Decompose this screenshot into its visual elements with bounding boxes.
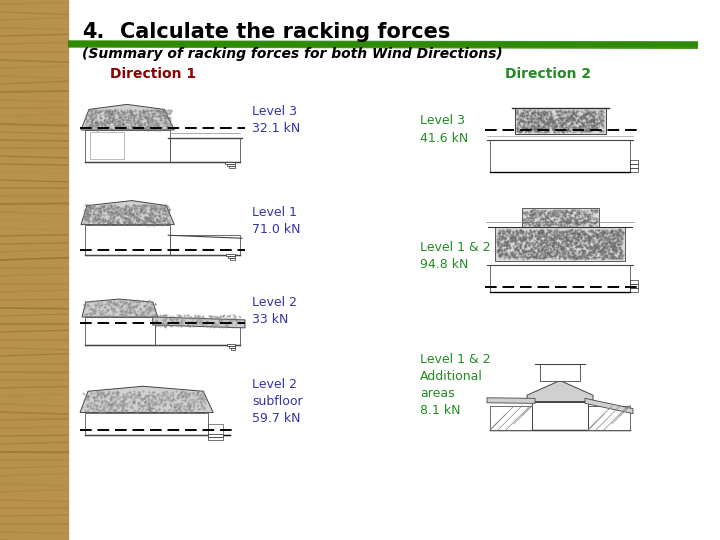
Bar xyxy=(495,227,625,261)
Bar xyxy=(588,406,630,430)
Bar xyxy=(630,164,638,168)
Polygon shape xyxy=(585,399,633,414)
Polygon shape xyxy=(81,104,174,130)
Text: Level 3
32.1 kN: Level 3 32.1 kN xyxy=(252,105,300,136)
Bar xyxy=(155,322,240,345)
Bar xyxy=(208,434,222,437)
Bar xyxy=(541,364,580,381)
Bar xyxy=(532,402,588,430)
Bar xyxy=(90,132,124,159)
Bar xyxy=(208,424,222,435)
Bar xyxy=(515,108,606,134)
Text: Level 2
subfloor
59.7 kN: Level 2 subfloor 59.7 kN xyxy=(252,378,302,425)
Polygon shape xyxy=(82,299,158,317)
Bar xyxy=(85,317,155,345)
Bar xyxy=(630,160,638,164)
Bar xyxy=(85,225,170,255)
Bar xyxy=(227,344,235,346)
Bar xyxy=(227,164,235,166)
Bar xyxy=(231,348,235,350)
Bar xyxy=(0,0,68,540)
Text: Level 1
71.0 kN: Level 1 71.0 kN xyxy=(252,206,300,237)
Text: 4.: 4. xyxy=(82,22,104,42)
Polygon shape xyxy=(80,386,213,413)
Bar xyxy=(170,138,240,162)
Bar xyxy=(490,140,630,172)
Bar xyxy=(228,256,235,258)
Polygon shape xyxy=(487,398,535,403)
Bar xyxy=(226,254,235,256)
Text: Direction 2: Direction 2 xyxy=(505,67,591,81)
Bar xyxy=(208,437,222,440)
Bar xyxy=(85,413,208,435)
Bar xyxy=(229,346,235,348)
Text: Level 1 & 2
94.8 kN: Level 1 & 2 94.8 kN xyxy=(420,241,490,271)
Bar xyxy=(630,284,638,288)
Bar xyxy=(225,162,235,164)
Text: (Summary of racking forces for both Wind Directions): (Summary of racking forces for both Wind… xyxy=(82,47,503,61)
Bar xyxy=(521,208,598,227)
Bar xyxy=(170,235,240,255)
Text: Level 2
33 kN: Level 2 33 kN xyxy=(252,296,297,326)
Bar xyxy=(229,166,235,168)
Bar xyxy=(490,406,532,430)
Text: Level 1 & 2
Additional
areas
8.1 kN: Level 1 & 2 Additional areas 8.1 kN xyxy=(420,353,490,417)
Bar xyxy=(490,265,630,292)
Text: Calculate the racking forces: Calculate the racking forces xyxy=(120,22,451,42)
Text: Level 3
41.6 kN: Level 3 41.6 kN xyxy=(420,114,468,145)
Bar xyxy=(630,288,638,292)
Bar xyxy=(85,130,170,162)
Bar xyxy=(230,258,235,260)
Polygon shape xyxy=(153,317,245,328)
Bar xyxy=(630,280,638,284)
Polygon shape xyxy=(81,200,174,225)
Text: Direction 1: Direction 1 xyxy=(110,67,196,81)
Bar xyxy=(630,168,638,172)
Polygon shape xyxy=(527,381,593,402)
